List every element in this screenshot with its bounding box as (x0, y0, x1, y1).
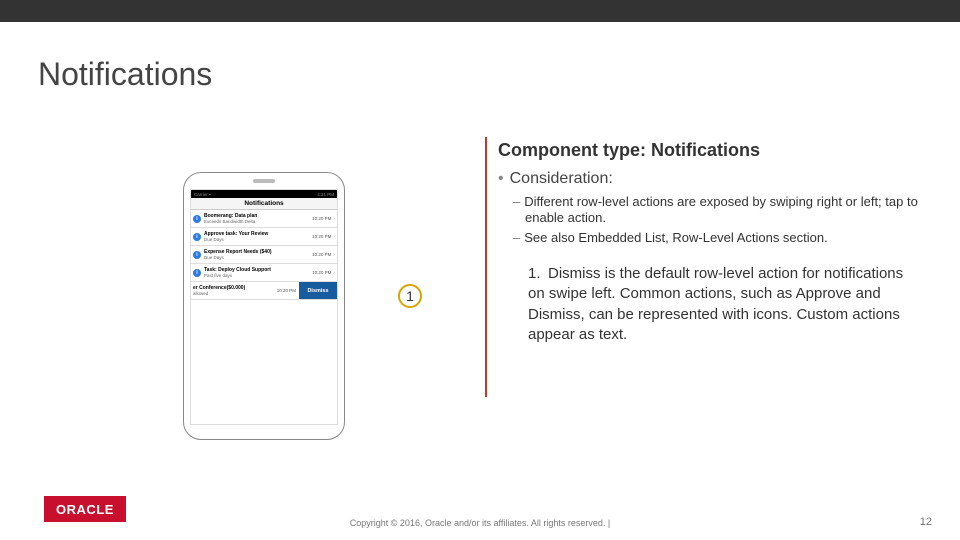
notification-row[interactable]: i Boomerang: Data plan Exceeds Bandwidth… (191, 210, 337, 228)
notification-time: 10:20 PM (277, 288, 296, 293)
chevron-right-icon: › (333, 234, 335, 240)
notification-time: 10:20 PM (312, 216, 331, 221)
accent-bar (485, 137, 487, 397)
phone-screen: Carrier ▪ 4:21 PM Notifications i Boomer… (190, 189, 338, 425)
info-icon: i (193, 233, 201, 241)
consideration-heading: •Consideration: (498, 170, 613, 188)
footer: ORACLE Copyright © 2016, Oracle and/or i… (0, 504, 960, 540)
notification-time: 10:20 PM (312, 252, 331, 257)
phone-notch (253, 179, 275, 183)
status-time: 4:21 PM (317, 192, 334, 197)
notification-row-swiped[interactable]: er Conference($0.000) allowed 10:20 PM D… (191, 282, 337, 300)
notification-text: Approve task: Your Review Due Days (204, 231, 310, 242)
slide-title: Notifications (38, 56, 212, 93)
notifications-header: Notifications (191, 198, 337, 210)
dismiss-button[interactable]: Dismiss (299, 282, 337, 299)
notification-time: 10:20 PM (312, 234, 331, 239)
notification-row[interactable]: i Task: Deploy Cloud Support Past five d… (191, 264, 337, 282)
numbered-item: 1.Dismiss is the default row-level actio… (528, 264, 920, 345)
notification-time: 10:20 PM (312, 270, 331, 275)
info-icon: i (193, 269, 201, 277)
top-bar (0, 0, 960, 22)
copyright-text: Copyright © 2016, Oracle and/or its affi… (0, 518, 960, 528)
notification-row[interactable]: i Expense Report Needs ($40) Due Days 10… (191, 246, 337, 264)
status-carrier: Carrier ▪ (194, 192, 211, 197)
chevron-right-icon: › (333, 270, 335, 276)
consideration-bullet: –Different row-level actions are exposed… (525, 194, 928, 227)
status-bar: Carrier ▪ 4:21 PM (191, 190, 337, 198)
notification-list: i Boomerang: Data plan Exceeds Bandwidth… (191, 210, 337, 300)
chevron-right-icon: › (333, 216, 335, 222)
notification-text: Task: Deploy Cloud Support Past five day… (204, 267, 310, 278)
notification-row[interactable]: i Approve task: Your Review Due Days 10:… (191, 228, 337, 246)
consideration-bullet: –See also Embedded List, Row-Level Actio… (525, 230, 928, 246)
notification-text: Boomerang: Data plan Exceeds Bandwidth D… (204, 213, 310, 224)
info-icon: i (193, 215, 201, 223)
slide: Notifications Carrier ▪ 4:21 PM Notifica… (0, 0, 960, 540)
callout-badge-1: 1 (398, 284, 422, 308)
notification-text: Expense Report Needs ($40) Due Days (204, 249, 310, 260)
component-type-heading: Component type: Notifications (498, 140, 760, 161)
info-icon: i (193, 251, 201, 259)
page-number: 12 (920, 516, 932, 528)
notification-text: er Conference($0.000) allowed (191, 282, 277, 299)
chevron-right-icon: › (333, 252, 335, 258)
phone-mock: Carrier ▪ 4:21 PM Notifications i Boomer… (183, 172, 345, 440)
